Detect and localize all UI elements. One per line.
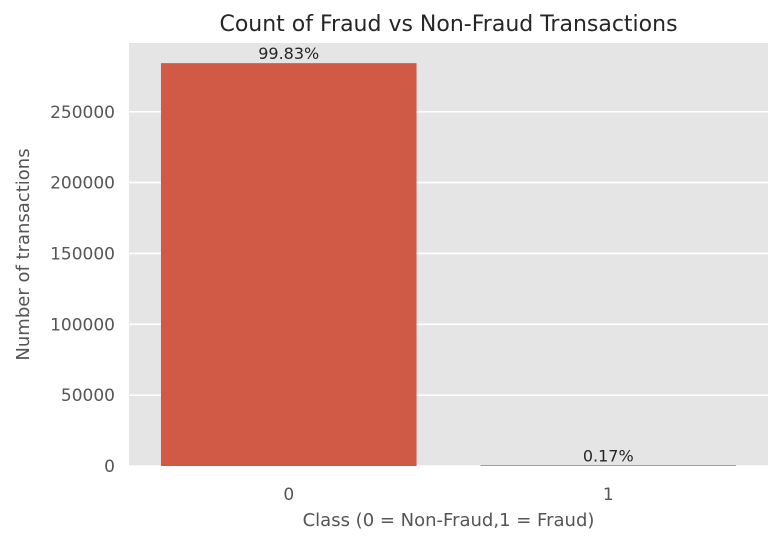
y-axis-ticks: 0 50000 100000 150000 200000 250000 xyxy=(50,103,115,477)
x-tick-label: 1 xyxy=(603,485,614,505)
data-labels: 99.83% 0.17% xyxy=(258,44,633,465)
bar-class-0 xyxy=(160,63,417,467)
chart-title: Count of Fraud vs Non-Fraud Transactions xyxy=(219,12,677,37)
y-tick-label: 250000 xyxy=(50,103,115,123)
bar-class-1 xyxy=(480,465,737,466)
y-tick-label: 150000 xyxy=(50,244,115,264)
x-axis-label: Class (0 = Non-Fraud,1 = Fraud) xyxy=(303,510,595,531)
x-tick-label: 0 xyxy=(283,485,294,505)
data-label: 99.83% xyxy=(258,44,319,63)
bars xyxy=(160,63,737,467)
data-label: 0.17% xyxy=(583,446,634,465)
y-tick-label: 200000 xyxy=(50,174,115,194)
y-tick-label: 50000 xyxy=(61,386,115,406)
y-tick-label: 0 xyxy=(104,457,115,477)
y-axis-label: Number of transactions xyxy=(13,148,34,360)
y-tick-label: 100000 xyxy=(50,315,115,335)
